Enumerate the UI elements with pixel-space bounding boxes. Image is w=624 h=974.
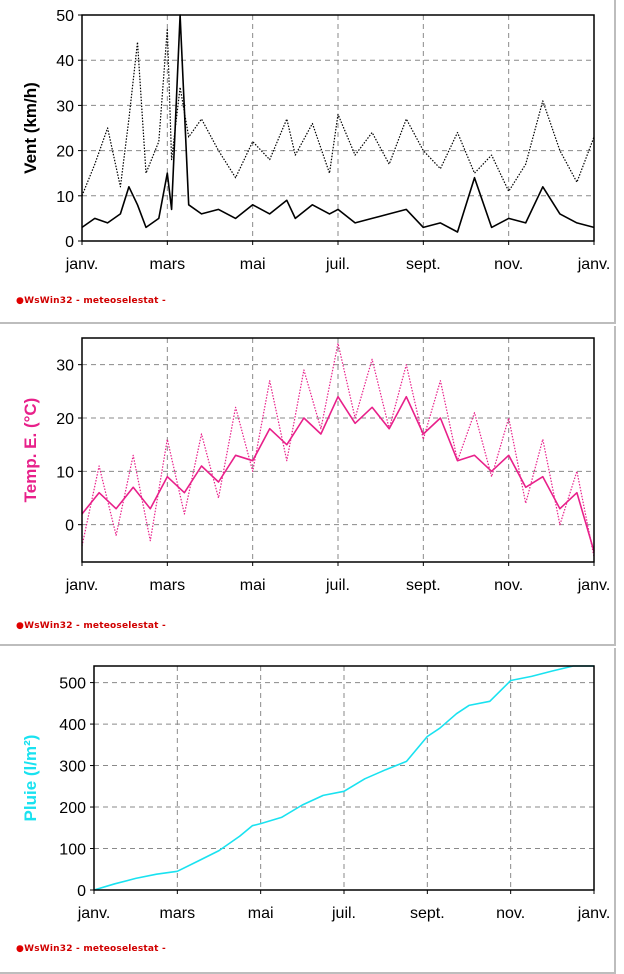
x-tick-label: nov. bbox=[494, 256, 523, 273]
credit-brand: WsWin32 bbox=[24, 621, 73, 631]
y-tick-label: 0 bbox=[77, 883, 86, 900]
credit-sep: - bbox=[72, 621, 84, 631]
x-tick-label: juil. bbox=[331, 905, 356, 922]
x-tick-label: mai bbox=[240, 577, 266, 594]
y-tick-label: 40 bbox=[56, 53, 74, 70]
y-tick-label: 20 bbox=[56, 144, 74, 161]
credit-brand: WsWin32 bbox=[24, 944, 73, 954]
rain-chart-panel: 0 100 200 300 400 500 janv. mars mai juil. sept. no… bbox=[0, 648, 616, 974]
y-tick-label: 10 bbox=[56, 464, 74, 481]
y-tick-label: 0 bbox=[65, 518, 74, 535]
credit-sep: - bbox=[158, 296, 166, 306]
credit-dot-icon: ● bbox=[16, 296, 25, 306]
x-tick-label: mars bbox=[150, 256, 186, 273]
x-tick-label: mai bbox=[248, 905, 274, 922]
x-tick-label: juil. bbox=[325, 256, 350, 273]
credit-dot-icon: ● bbox=[16, 944, 25, 954]
credit-station: meteoselestat bbox=[83, 944, 159, 954]
x-tick-label: mars bbox=[160, 905, 196, 922]
y-axis-label: Vent (km/h) bbox=[21, 82, 40, 174]
x-tick-label: janv. bbox=[77, 905, 111, 922]
x-tick-label: nov. bbox=[496, 905, 525, 922]
x-tick-label: janv. bbox=[577, 256, 611, 273]
credit-station: meteoselestat bbox=[83, 296, 159, 306]
credit-sep: - bbox=[72, 944, 84, 954]
y-tick-label: 30 bbox=[56, 358, 74, 375]
x-tick-label: sept. bbox=[410, 905, 445, 922]
wind-chart: 0 10 20 30 40 50 janv. mars mai juil. sept. nov. jan… bbox=[21, 8, 611, 273]
x-tick-label: mars bbox=[150, 577, 186, 594]
series-line-solid bbox=[93, 665, 594, 891]
x-tick-label: sept. bbox=[406, 256, 441, 273]
credit-sep: - bbox=[72, 296, 84, 306]
credit-sep: - bbox=[158, 621, 166, 631]
y-tick-label: 10 bbox=[56, 189, 74, 206]
x-tick-label: juil. bbox=[325, 577, 350, 594]
series-line-dotted bbox=[81, 28, 595, 197]
x-tick-label: janv. bbox=[577, 905, 611, 922]
y-tick-label: 0 bbox=[65, 234, 74, 251]
credit-sep: - bbox=[158, 944, 166, 954]
series-line-solid bbox=[81, 395, 595, 552]
credit-line: ●WsWin32 - meteoselestat - bbox=[16, 621, 166, 631]
y-tick-label: 100 bbox=[59, 842, 86, 859]
rain-chart: 0 100 200 300 400 500 janv. mars mai juil. sept. no… bbox=[21, 665, 611, 922]
y-tick-label: 400 bbox=[59, 717, 86, 734]
x-tick-label: janv. bbox=[65, 256, 99, 273]
credit-line: ●WsWin32 - meteoselestat - bbox=[16, 944, 166, 954]
credit-dot-icon: ● bbox=[16, 621, 25, 631]
x-tick-label: janv. bbox=[577, 577, 611, 594]
y-tick-label: 20 bbox=[56, 411, 74, 428]
credit-station: meteoselestat bbox=[83, 621, 159, 631]
y-tick-label: 30 bbox=[56, 98, 74, 115]
credit-line: ●WsWin32 - meteoselestat - bbox=[16, 296, 166, 306]
temperature-chart: 0 10 20 30 janv. mars mai juil. sept. nov. janv. Te… bbox=[21, 337, 611, 594]
series-line-solid bbox=[81, 14, 595, 233]
temperature-chart-panel: 0 10 20 30 janv. mars mai juil. sept. nov. janv. Te… bbox=[0, 326, 616, 646]
y-tick-label: 500 bbox=[59, 676, 86, 693]
y-axis-label: Pluie (l/m²) bbox=[21, 735, 40, 822]
x-tick-label: nov. bbox=[494, 577, 523, 594]
y-tick-label: 300 bbox=[59, 759, 86, 776]
credit-brand: WsWin32 bbox=[24, 296, 73, 306]
x-tick-label: sept. bbox=[406, 577, 441, 594]
y-axis-label: Temp. E. (°C) bbox=[21, 398, 40, 503]
wind-chart-panel: 0 10 20 30 40 50 janv. mars mai juil. sept. nov. jan… bbox=[0, 0, 616, 324]
x-tick-label: janv. bbox=[65, 577, 99, 594]
x-tick-label: mai bbox=[240, 256, 266, 273]
y-tick-label: 50 bbox=[56, 8, 74, 25]
y-tick-label: 200 bbox=[59, 800, 86, 817]
